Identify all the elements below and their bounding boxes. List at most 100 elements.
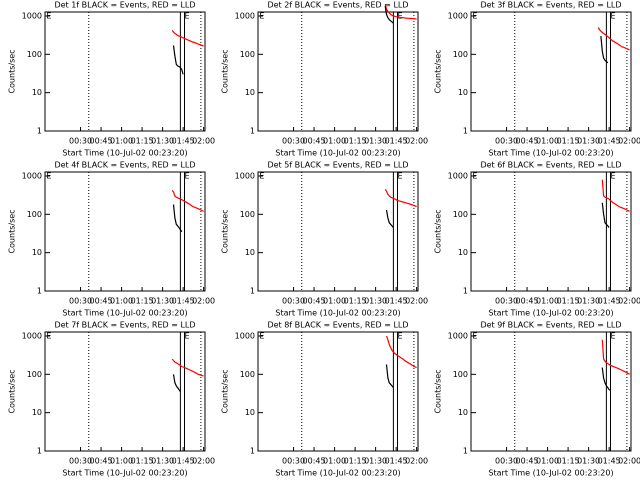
data-line [384,4,417,20]
annotation: E [46,172,51,181]
x-tick-label: 01:00 [110,297,133,306]
y-tick-label: 1000 [22,331,42,340]
x-tick-label: 01:00 [110,457,133,466]
x-axis-label: Start Time (10-Jul-02 00:23:20) [275,309,400,318]
data-line [385,364,394,388]
x-tick-label: 02:00 [405,457,428,466]
data-line [601,367,611,391]
x-tick-label: 01:45 [172,297,195,306]
x-tick-label: 01:15 [131,297,154,306]
plot-frame [470,11,632,132]
chart-title: Det 5f BLACK = Events, RED = LLD [267,161,408,170]
x-axis-label: Start Time (10-Jul-02 00:23:20) [62,309,187,318]
x-tick-label: 01:00 [536,297,559,306]
y-tick-label: 100 [240,50,255,59]
annotation: E [610,332,615,341]
x-tick-label: 01:45 [598,457,621,466]
plot-frame [470,331,632,452]
y-tick-label: 1 [250,287,255,296]
y-tick-label: 1000 [235,171,255,180]
y-tick-label: 1000 [235,11,255,20]
chart-title: Det 9f BLACK = Events, RED = LLD [480,321,621,330]
x-tick-label: 00:45 [90,137,113,146]
annotation: E [610,172,615,181]
x-tick-label: 01:15 [557,137,580,146]
chart-title: Det 2f BLACK = Events, RED = LLD [267,1,408,10]
data-line [597,27,630,51]
x-tick-label: 02:00 [192,137,215,146]
data-line [171,190,204,212]
x-tick-label: 00:30 [69,137,92,146]
x-tick-label: 01:45 [172,457,195,466]
y-tick-label: 10 [458,408,468,417]
x-tick-label: 01:45 [385,137,408,146]
x-tick-label: 00:30 [495,297,518,306]
chart-title: Det 1f BLACK = Events, RED = LLD [54,1,195,10]
annotation: E [46,12,51,21]
y-tick-label: 100 [453,50,468,59]
x-tick-label: 00:45 [303,137,326,146]
x-tick-label: 00:45 [516,457,539,466]
y-tick-label: 100 [453,370,468,379]
x-tick-label: 01:45 [385,457,408,466]
y-axis-label: Counts/sec [221,369,230,413]
x-tick-label: 01:45 [598,297,621,306]
data-line [601,202,610,228]
x-tick-label: 02:00 [618,137,640,146]
annotation: E [397,332,402,341]
x-tick-label: 01:00 [323,297,346,306]
x-tick-label: 00:30 [69,297,92,306]
chart-title: Det 6f BLACK = Events, RED = LLD [480,161,621,170]
x-tick-label: 01:30 [577,457,600,466]
y-tick-label: 100 [27,50,42,59]
x-tick-label: 01:15 [557,457,580,466]
y-tick-label: 1000 [448,11,468,20]
annotation: E [184,172,189,181]
y-tick-label: 10 [245,248,255,257]
y-tick-label: 1 [463,127,468,136]
x-tick-label: 01:00 [323,137,346,146]
y-tick-label: 1 [250,127,255,136]
x-tick-label: 01:15 [131,457,154,466]
data-line [384,188,417,208]
y-tick-label: 1 [37,127,42,136]
x-axis-label: Start Time (10-Jul-02 00:23:20) [62,469,187,478]
y-axis-label: Counts/sec [8,209,17,253]
y-axis-label: Counts/sec [221,209,230,253]
x-tick-label: 01:45 [385,297,408,306]
x-tick-label: 02:00 [192,457,215,466]
x-axis-label: Start Time (10-Jul-02 00:23:20) [488,309,613,318]
x-tick-label: 01:30 [364,457,387,466]
y-tick-label: 10 [32,248,42,257]
y-tick-label: 1 [250,447,255,456]
data-line [172,204,183,233]
annotation: E [472,332,477,341]
y-tick-label: 10 [245,88,255,97]
data-line [172,374,181,393]
x-axis-label: Start Time (10-Jul-02 00:23:20) [488,149,613,158]
x-tick-label: 00:30 [282,457,305,466]
data-line [385,335,417,369]
chart-title: Det 8f BLACK = Events, RED = LLD [267,321,408,330]
chart-title: Det 4f BLACK = Events, RED = LLD [54,161,195,170]
data-line [601,179,630,212]
x-tick-label: 00:30 [495,137,518,146]
x-tick-label: 00:45 [303,457,326,466]
y-tick-label: 10 [458,88,468,97]
y-tick-label: 1000 [22,171,42,180]
y-tick-label: 100 [240,370,255,379]
x-tick-label: 01:15 [344,457,367,466]
x-tick-label: 01:00 [536,457,559,466]
x-tick-label: 00:45 [90,457,113,466]
plot-frame [257,331,419,452]
y-tick-label: 100 [27,210,42,219]
plot-frame [44,11,206,132]
y-tick-label: 100 [453,210,468,219]
annotation: E [472,12,477,21]
x-tick-label: 00:45 [303,297,326,306]
data-line [601,339,630,375]
x-tick-label: 01:15 [131,137,154,146]
plot-frame [257,11,419,132]
x-tick-label: 02:00 [192,297,215,306]
